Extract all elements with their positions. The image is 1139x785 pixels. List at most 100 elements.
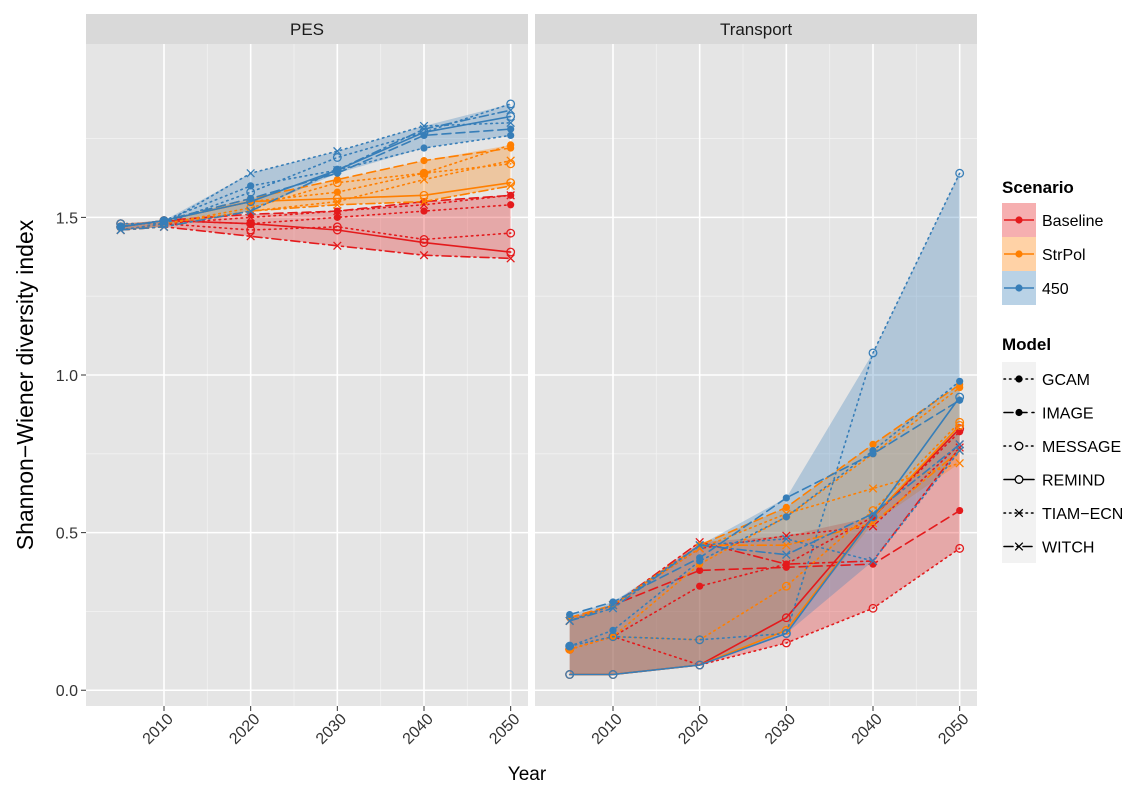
data-point (333, 241, 342, 251)
ribbon-450 (569, 173, 960, 675)
data-point (507, 125, 515, 133)
series-line (119, 185, 512, 231)
legend-label: TIAM−ECN (1042, 506, 1123, 523)
data-point (159, 222, 169, 232)
data-point (332, 165, 342, 175)
x-axis-title: Year (508, 764, 547, 785)
legend-model-title: Model (1002, 335, 1051, 354)
data-point (246, 197, 256, 207)
data-point (695, 635, 705, 645)
series-line (119, 222, 512, 241)
data-point (419, 175, 429, 184)
data-point (566, 610, 574, 619)
data-point (246, 206, 255, 216)
data-point (782, 559, 791, 569)
legend-label: 450 (1042, 281, 1069, 298)
legend-item-450: 450 (1002, 271, 1069, 305)
series-450-tiam-ecn (116, 118, 515, 235)
legend-item-message: MESSAGE (1002, 429, 1121, 463)
series-line (119, 109, 512, 231)
x-tick-label: 2030 (762, 711, 799, 748)
series-line (568, 443, 961, 622)
data-point (246, 225, 256, 235)
data-point (246, 168, 255, 178)
legend-key-point (1015, 375, 1023, 383)
series-line (119, 122, 512, 231)
series-450-image (566, 396, 964, 619)
data-point (955, 443, 964, 452)
data-point (419, 124, 429, 134)
data-point (333, 146, 342, 156)
data-point (782, 513, 790, 521)
legend-item-baseline: Baseline (1002, 203, 1103, 237)
data-point (956, 506, 964, 515)
data-point (419, 197, 429, 206)
data-point (869, 450, 877, 458)
data-point (507, 131, 515, 140)
x-tick-label: 2040 (400, 711, 437, 748)
y-tick-label: 1.5 (56, 210, 78, 227)
legend-key-point (1015, 250, 1023, 258)
series-line (568, 399, 961, 616)
data-point (695, 540, 704, 550)
legend-key-point (1014, 542, 1024, 551)
data-point (419, 250, 429, 260)
data-point (782, 540, 791, 550)
legend-key-point (1015, 216, 1023, 224)
data-point (696, 582, 704, 590)
data-point (955, 440, 964, 449)
series-450-witch (116, 105, 515, 235)
legend-label: GCAM (1042, 372, 1090, 389)
data-point (781, 629, 791, 638)
data-point (419, 200, 429, 210)
data-point (608, 670, 618, 679)
data-point (781, 638, 791, 648)
series-line (568, 547, 961, 666)
data-point (333, 165, 342, 175)
data-point (246, 213, 255, 222)
data-point (869, 440, 877, 448)
series-line (568, 396, 961, 676)
ribbon-baseline (120, 195, 511, 259)
data-point (782, 503, 790, 511)
data-point (955, 446, 964, 455)
series-line (119, 204, 512, 228)
data-point (506, 191, 515, 200)
legend-item-gcam: GCAM (1002, 362, 1090, 396)
data-point (420, 207, 428, 215)
panel-strip (86, 14, 528, 44)
data-point (782, 534, 791, 544)
legend-item-tiam-ecn: TIAM−ECN (1002, 496, 1123, 530)
series-450-remind (116, 112, 516, 232)
data-point (781, 613, 791, 623)
data-point (955, 420, 965, 430)
data-point (506, 99, 516, 109)
data-point (332, 225, 342, 235)
data-point (247, 182, 255, 190)
data-point (868, 348, 878, 358)
data-point (332, 153, 342, 162)
data-point (419, 168, 429, 178)
data-point (565, 641, 575, 651)
data-point (420, 157, 428, 165)
data-point (333, 197, 342, 206)
x-tick-label: 2020 (226, 711, 263, 748)
data-point (956, 377, 964, 385)
data-point (608, 632, 618, 642)
legend-label: MESSAGE (1042, 439, 1121, 456)
data-point (332, 178, 342, 188)
data-point (782, 494, 790, 502)
y-tick-label: 0.0 (56, 683, 78, 700)
panel-pes: PES 2010 2020 2030 2040 2050 0.0 0.5 1.0 1.5 (56, 14, 528, 748)
data-point (506, 105, 515, 115)
data-point (333, 213, 341, 221)
data-point (868, 484, 878, 493)
legend-item-strpol: StrPol (1002, 237, 1086, 271)
y-tick-label: 0.5 (56, 526, 78, 543)
data-point (608, 600, 618, 610)
data-point (506, 156, 515, 165)
data-point (868, 509, 878, 518)
data-point (420, 144, 428, 152)
legend-scenario-title: Scenario (1002, 178, 1074, 197)
legend-item-image: IMAGE (1002, 395, 1094, 429)
